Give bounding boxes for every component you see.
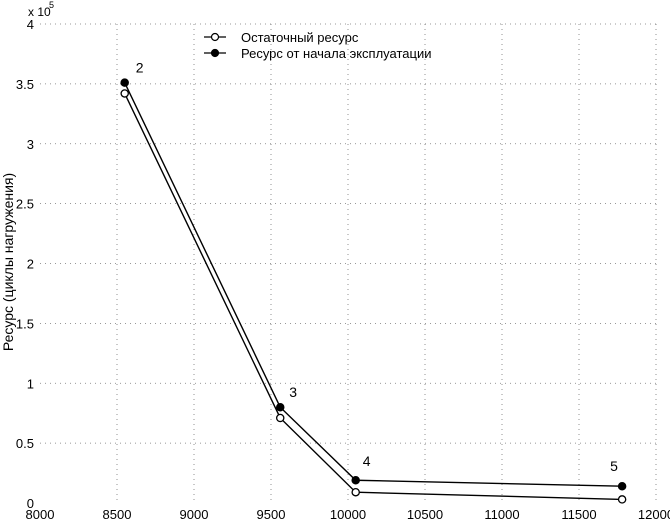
y-axis-label: Ресурс (циклы нагружения)	[0, 173, 16, 351]
y-tick-label: 0	[27, 496, 34, 511]
x-tick-label: 10500	[407, 507, 443, 521]
y-multiplier-exponent: 5	[49, 0, 54, 10]
x-tick-label: 11500	[561, 507, 596, 521]
data-point-1-0	[120, 78, 129, 87]
y-tick-label: 0.5	[16, 436, 34, 451]
x-tick-label: 8500	[103, 507, 132, 521]
y-tick-label: 1	[27, 376, 34, 391]
series-line-1	[124, 82, 623, 487]
data-point-1-2	[351, 475, 360, 485]
x-tick-label: 8000	[26, 507, 55, 521]
data-point-0-3	[617, 495, 627, 504]
y-tick-label: 3	[27, 137, 34, 152]
data-point-1-3	[617, 481, 627, 491]
grid	[40, 23, 657, 503]
x-tick-label: 9000	[180, 507, 209, 521]
x-tick-label: 11000	[484, 507, 519, 521]
y-tick-label: 4	[27, 17, 34, 32]
data-point-0-0	[120, 89, 129, 98]
x-tick-label: 10000	[330, 507, 366, 521]
y-multiplier-base: x 10	[28, 5, 51, 19]
point-label-5: 5	[610, 458, 618, 474]
legend-label-0: Остаточный ресурс	[241, 30, 359, 45]
legend: Остаточный ресурс Ресурс от начала экспл…	[204, 30, 432, 61]
point-label-4: 4	[363, 453, 371, 469]
x-axis: 8000 8500 9000 9500 10000 10500 11000 11500 1200…	[26, 507, 670, 521]
y-tick-label: 2.5	[16, 197, 34, 212]
point-label-2: 2	[136, 60, 144, 76]
series-layer	[120, 78, 627, 504]
point-label-3: 3	[289, 384, 297, 400]
y-tick-label: 2	[27, 257, 34, 272]
point-labels: 2 3 4 5	[136, 60, 618, 475]
data-point-0-2	[351, 487, 360, 497]
legend-marker-0	[210, 32, 220, 42]
y-tick-label: 1.5	[16, 316, 34, 331]
data-point-0-1	[275, 413, 285, 423]
y-axis: 0 0.5 1 1.5 2 2.5 3 3.5 4	[16, 17, 34, 511]
legend-marker-1	[210, 48, 220, 58]
y-tick-label: 3.5	[16, 77, 34, 92]
series-line-0	[124, 93, 623, 501]
x-tick-label: 9500	[257, 507, 286, 521]
legend-label-1: Ресурс от начала эксплуатации	[241, 46, 432, 61]
data-point-1-1	[275, 402, 285, 412]
